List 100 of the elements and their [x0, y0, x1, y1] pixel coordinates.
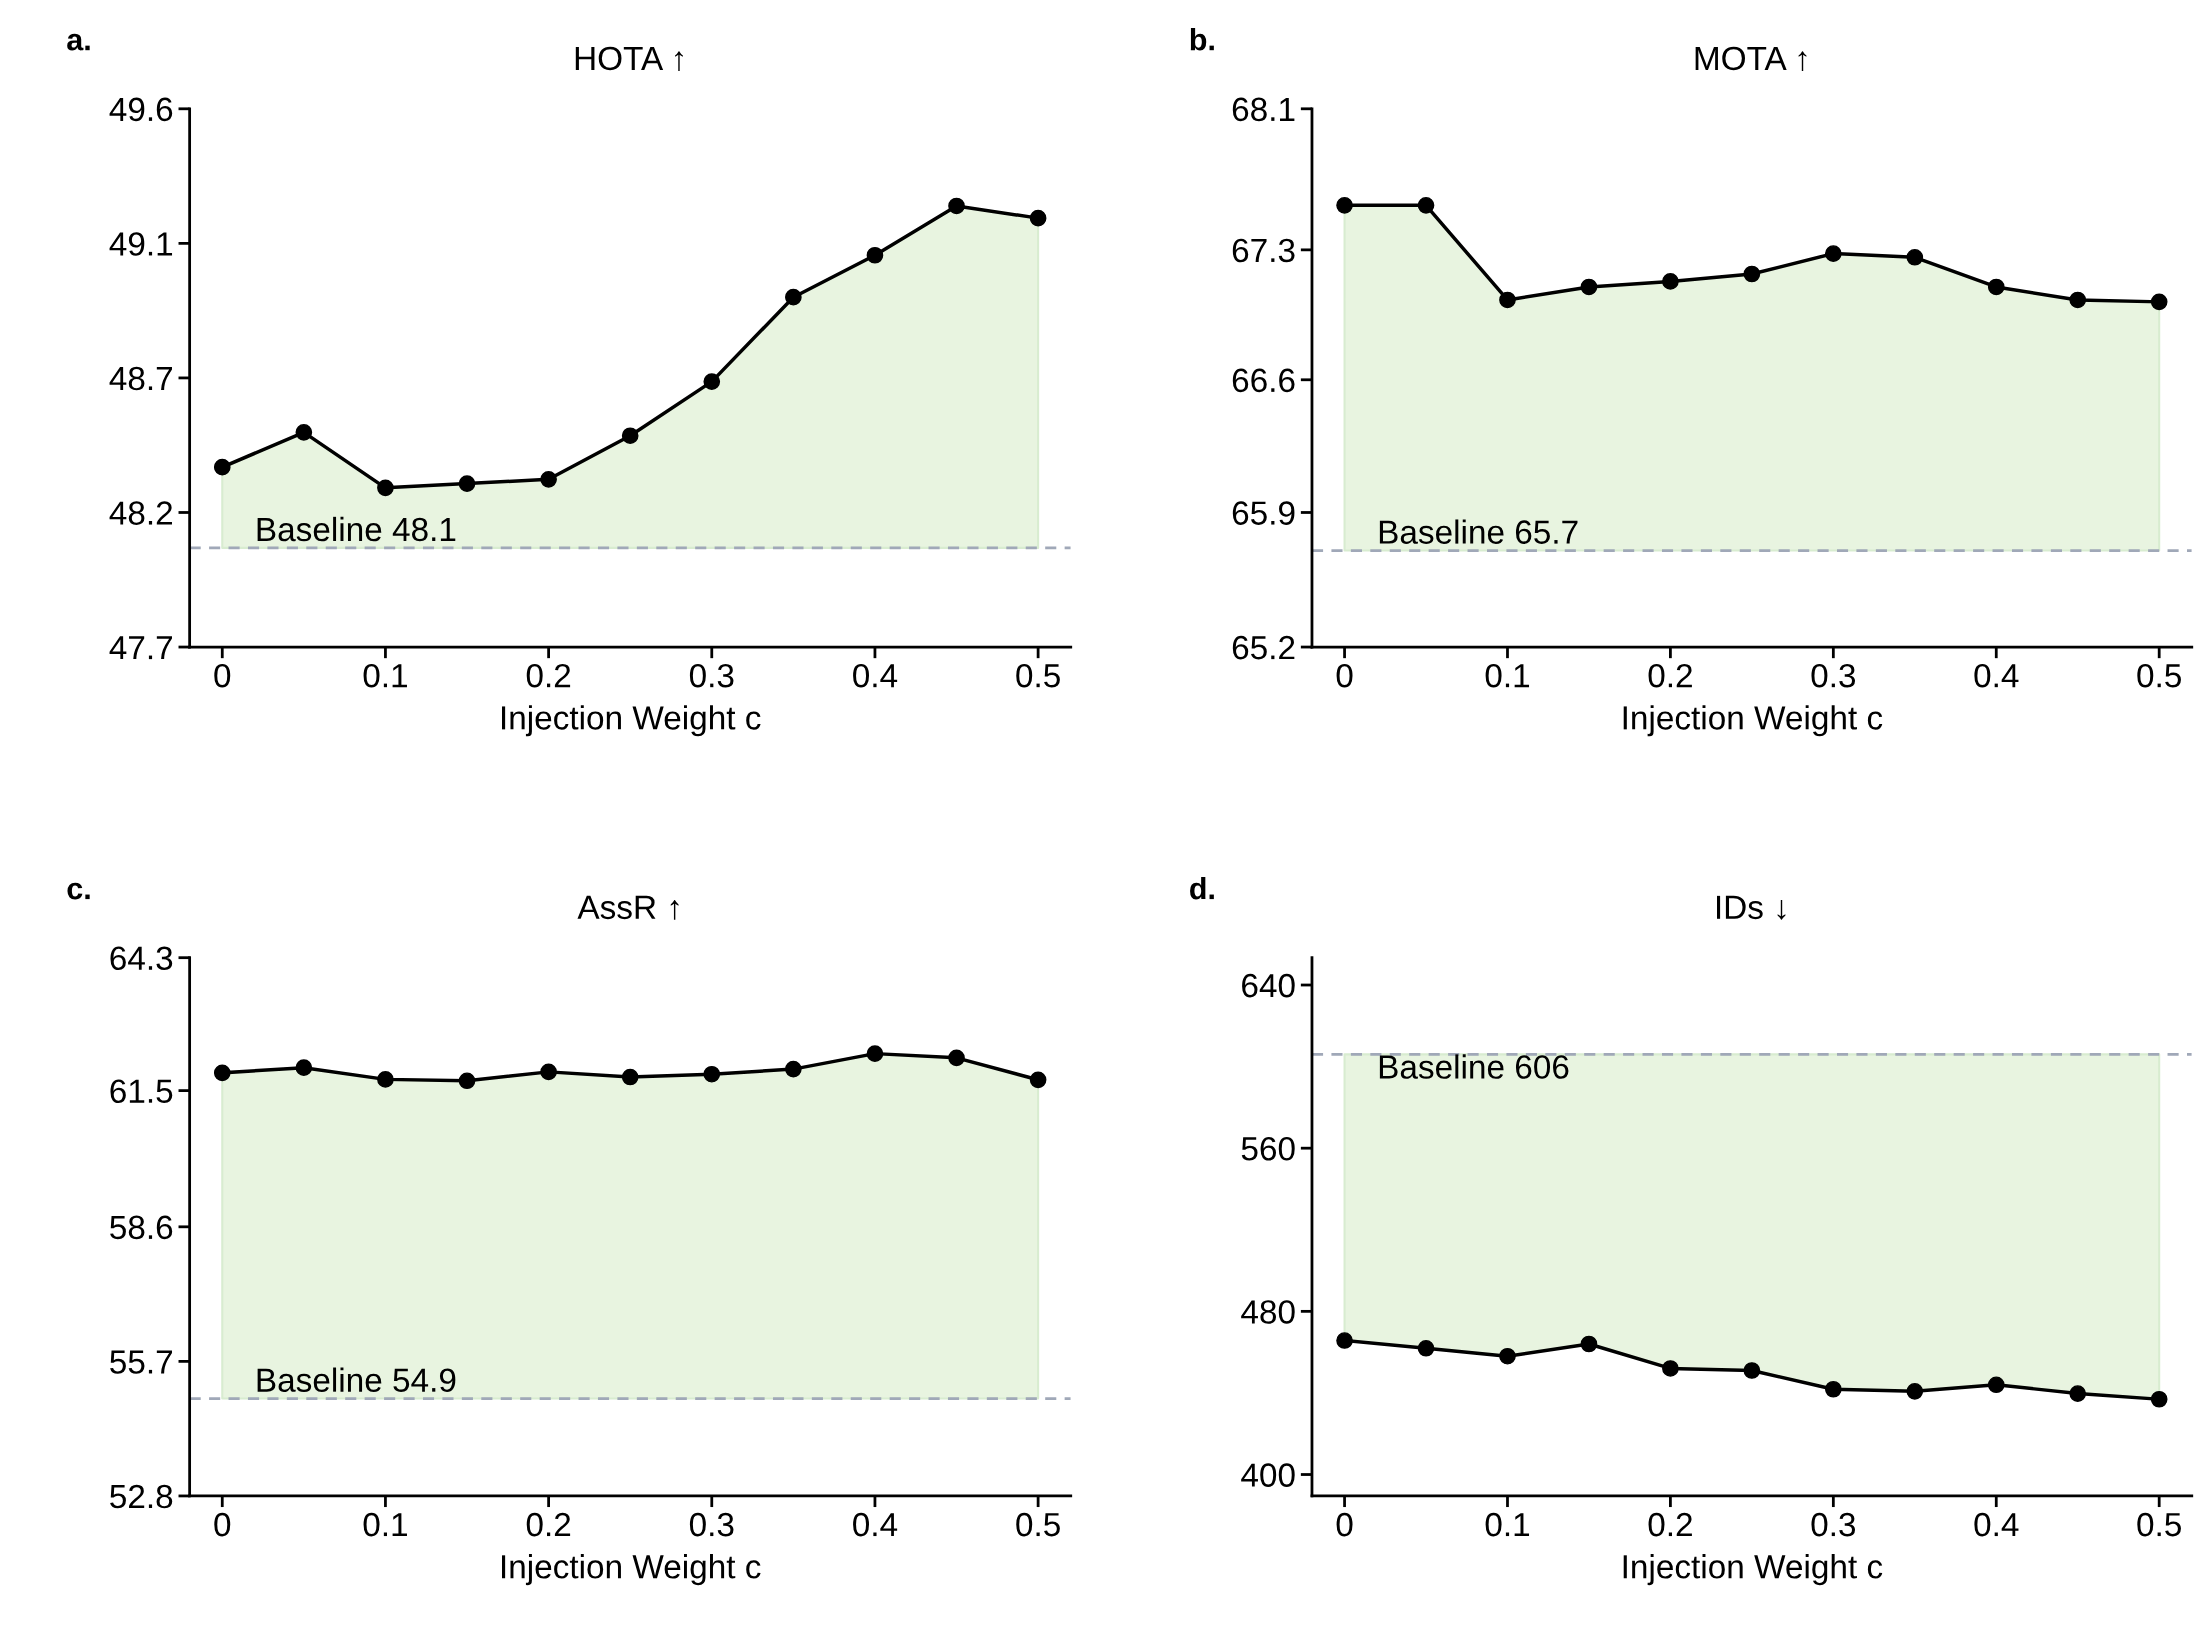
x-tick-label: 0: [214, 663, 231, 688]
x-tick-label: 0.1: [363, 663, 407, 688]
point: [1824, 1380, 1842, 1398]
point: [2150, 1390, 2168, 1408]
x-tick-label: 0: [214, 1512, 231, 1537]
x-axis-title: Injection Weight c: [1623, 705, 1883, 737]
x-tick-label: 0.2: [526, 1512, 571, 1537]
point: [377, 479, 394, 497]
y-tick-label: 68.1: [1232, 97, 1295, 122]
point: [1906, 1382, 1924, 1400]
y-tick-label: 48.7: [109, 366, 172, 391]
y-tick-label: 400: [1241, 1463, 1295, 1487]
x-tick-label: 0.1: [1485, 1512, 1530, 1537]
point: [2069, 1385, 2087, 1402]
y-tick-label: 48.2: [109, 501, 172, 525]
point: [1987, 278, 2005, 296]
point: [948, 197, 965, 215]
point: [621, 1068, 639, 1086]
x-tick-label: 0.5: [2137, 1512, 2181, 1537]
point: [1580, 1335, 1598, 1353]
point: [1499, 291, 1516, 309]
point: [1662, 1360, 1679, 1377]
y-tick-label: 65.2: [1232, 635, 1295, 660]
point: [458, 1072, 476, 1090]
point: [2150, 293, 2168, 311]
point: [785, 1060, 802, 1078]
x-tick-label: 0.5: [1016, 1512, 1060, 1537]
text: c.: [67, 882, 90, 900]
y-tick-label: 67.3: [1232, 238, 1295, 263]
ref-line-label: Baseline 48.1: [257, 516, 456, 542]
y-tick-label: 52.8: [110, 1484, 173, 1509]
point: [540, 471, 557, 488]
y-tick-label: 640: [1242, 973, 1295, 998]
point: [213, 1064, 231, 1082]
point: [1029, 1071, 1047, 1089]
x-tick-label: 0.1: [363, 1512, 407, 1537]
chart-title: IDs ↓: [1716, 895, 1786, 920]
x-tick-label: 0.5: [1016, 663, 1060, 688]
point: [540, 1063, 557, 1081]
point: [213, 458, 231, 476]
x-tick-label: 0.3: [689, 663, 734, 688]
point: [1417, 1339, 1435, 1357]
point: [866, 246, 884, 264]
y-tick-label: 66.6: [1232, 368, 1295, 393]
x-tick-label: 0.4: [853, 1512, 898, 1537]
y-tick-label: 560: [1241, 1136, 1295, 1161]
text: d.: [1190, 876, 1214, 900]
text: b.: [1190, 28, 1214, 51]
point: [1029, 209, 1047, 227]
point: [1743, 265, 1761, 283]
point: [1580, 278, 1598, 296]
point: [621, 427, 639, 445]
point: [866, 1045, 884, 1062]
point: [1906, 248, 1924, 266]
point: [1662, 273, 1679, 290]
y-tick-label: 55.7: [110, 1350, 172, 1374]
point: [785, 288, 802, 306]
y-tick-label: 480: [1241, 1300, 1295, 1324]
x-axis-title: Injection Weight c: [502, 705, 761, 737]
point: [1743, 1362, 1761, 1379]
x-tick-label: 0.2: [526, 663, 571, 688]
y-tick-label: 58.6: [110, 1215, 173, 1240]
chart-title: MOTA ↑: [1695, 46, 1807, 71]
x-tick-label: 0.2: [1648, 1512, 1692, 1537]
ref-line-label: Baseline 65.7: [1379, 519, 1578, 544]
chart-title: AssR ↑: [577, 895, 679, 920]
y-tick-label: 47.7: [109, 636, 172, 660]
point: [948, 1049, 965, 1067]
point: [1336, 196, 1353, 214]
y-tick-label: 65.9: [1232, 501, 1295, 525]
point: [1417, 196, 1435, 214]
point: [1499, 1347, 1516, 1365]
x-tick-label: 0.3: [1811, 1512, 1856, 1537]
x-tick-label: 0: [1336, 1512, 1353, 1537]
y-tick-label: 61.5: [110, 1079, 173, 1104]
x-tick-label: 0.1: [1485, 663, 1530, 688]
x-axis-title: Injection Weight c: [1623, 1554, 1883, 1586]
point: [295, 423, 313, 441]
point: [1336, 1332, 1353, 1349]
point: [458, 475, 476, 492]
text: a.: [67, 33, 90, 51]
point: [1824, 245, 1842, 262]
x-tick-label: 0.4: [1974, 1512, 2019, 1537]
y-tick-label: 49.6: [109, 97, 173, 122]
point: [295, 1059, 313, 1077]
x-tick-label: 0.4: [853, 663, 898, 688]
x-tick-label: 0.3: [1811, 663, 1856, 688]
x-axis-title: Injection Weight c: [502, 1554, 761, 1586]
y-tick-label: 49.1: [109, 232, 173, 256]
point: [703, 1065, 721, 1083]
x-tick-label: 0.5: [2137, 663, 2181, 688]
point: [2069, 291, 2087, 309]
chart-title: HOTA ↑: [575, 46, 683, 71]
x-tick-label: 0.3: [689, 1512, 734, 1537]
x-tick-label: 0.2: [1648, 663, 1692, 688]
x-tick-label: 0: [1336, 663, 1353, 688]
y-tick-label: 64.3: [110, 946, 173, 971]
point: [703, 373, 721, 390]
point: [377, 1071, 394, 1088]
x-tick-label: 0.4: [1974, 663, 2019, 688]
